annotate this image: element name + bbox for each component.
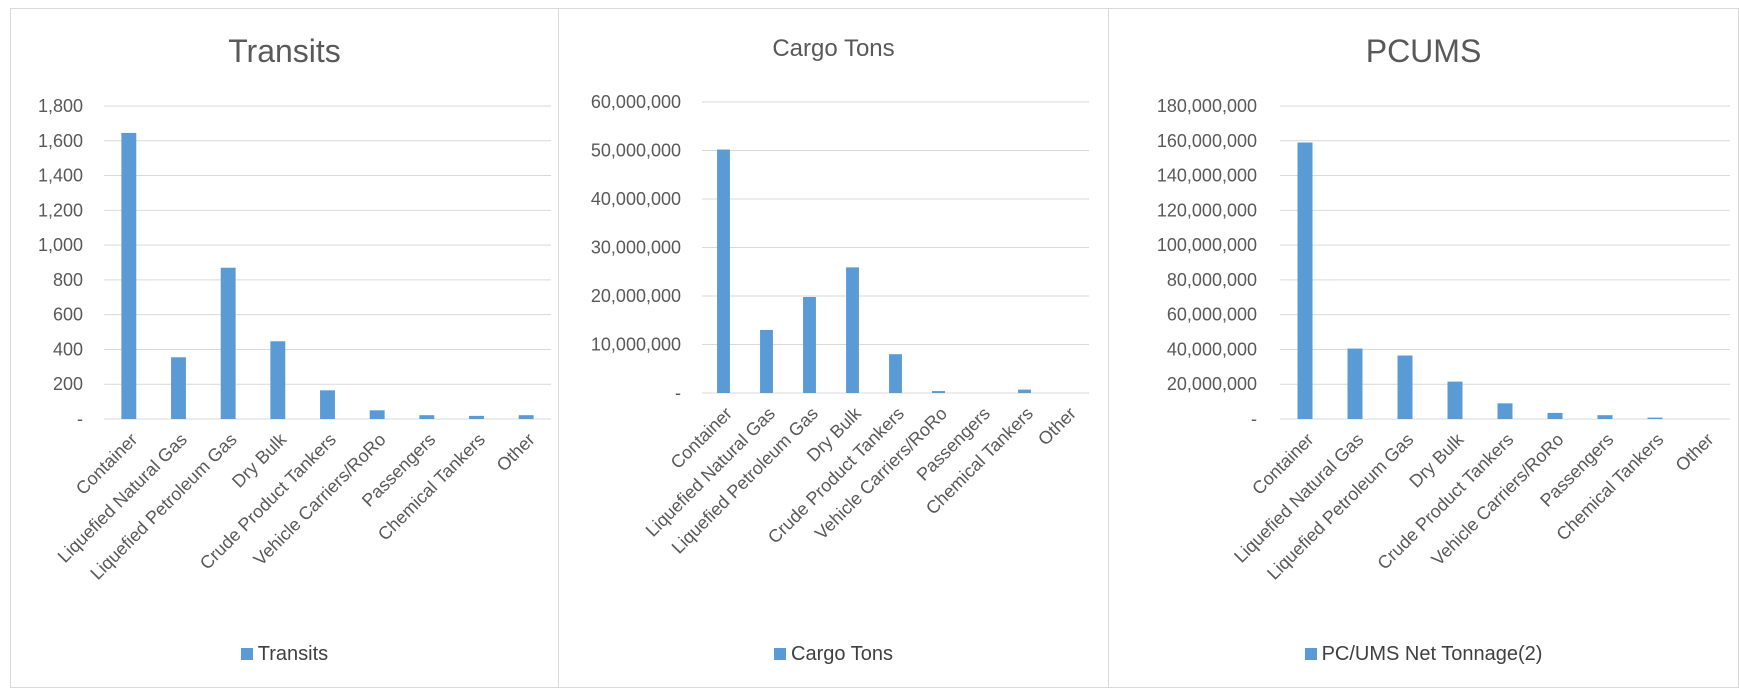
chart-title: PCUMS [1365, 33, 1482, 69]
bar [369, 410, 385, 419]
y-tick-label: - [675, 383, 681, 403]
bar [121, 132, 137, 420]
bar [1547, 412, 1563, 419]
legend-label: Transits [257, 643, 329, 665]
chart-title: Transits [228, 33, 341, 69]
chart-panel-cargo-tons: Cargo Tons - 10,000,000 20,000,000 30,000,0… [558, 8, 1109, 688]
y-tick-label: 50,000,000 [591, 141, 681, 161]
legend-swatch [1304, 647, 1317, 660]
legend-swatch [240, 647, 253, 660]
transits-chart: -2004006008001,0001,2001,4001,6001,800Co… [38, 96, 551, 584]
chart-title: Cargo Tons [772, 35, 895, 62]
y-tick-label: 160,000,000 [1157, 131, 1257, 151]
y-tick-label: 180,000,000 [1157, 96, 1257, 116]
chart-legend: Cargo Tons [559, 643, 1108, 666]
y-tick-label: 800 [53, 270, 83, 290]
bar [320, 390, 335, 419]
bar [1447, 381, 1463, 419]
bar [1647, 417, 1663, 419]
y-tick-label: 10,000,000 [591, 335, 681, 355]
legend-swatch [774, 647, 787, 660]
y-tick-label: 30,000,000 [591, 238, 681, 258]
y-tick-label: 20,000,000 [591, 286, 681, 306]
bar [932, 391, 945, 393]
y-tick-label: 60,000,000 [591, 92, 681, 112]
y-tick-label: 1,800 [38, 96, 83, 116]
y-tick-label: 1,200 [38, 200, 83, 220]
bar [1297, 142, 1313, 419]
bar [1597, 415, 1613, 419]
bar [717, 149, 730, 393]
bar [469, 415, 484, 419]
bar [419, 415, 435, 419]
chart-legend: Transits [11, 643, 558, 666]
y-tick-label: 400 [53, 339, 83, 359]
bar [1018, 389, 1031, 393]
chart-panel-transits: Transits - 200 400 600 800 1,000 1,200 1,400 1,6… [10, 8, 559, 688]
bar [1497, 403, 1513, 419]
y-tick-label: 200 [53, 374, 83, 394]
x-tick-label: Other [1034, 403, 1080, 449]
bar [1347, 348, 1363, 419]
cargo-tons-chart: - 10,000,000 20,000,000 30,000,000 40,000,00… [591, 92, 1089, 558]
bar [171, 357, 186, 419]
chart-legend: PC/UMS Net Tonnage(2) [1109, 643, 1738, 666]
bar [518, 415, 534, 419]
y-tick-label: 1,000 [38, 235, 83, 255]
y-tick-label: - [77, 409, 83, 429]
x-tick-label: Other [1672, 429, 1718, 475]
bar [1397, 355, 1413, 419]
chart-panel-pcums: PCUMS - 20,000,000 40,000,000 60,000,000 80,… [1108, 8, 1739, 688]
y-tick-label: - [1251, 409, 1257, 429]
x-tick-label: Other [493, 429, 539, 475]
y-tick-label: 20,000,000 [1167, 374, 1257, 394]
y-tick-label: 60,000,000 [1167, 305, 1257, 325]
y-tick-label: 40,000,000 [591, 189, 681, 209]
y-tick-label: 100,000,000 [1157, 235, 1257, 255]
y-tick-label: 120,000,000 [1157, 200, 1257, 220]
bar [803, 296, 816, 393]
legend-label: Cargo Tons [791, 643, 893, 665]
y-tick-label: 1,600 [38, 131, 83, 151]
y-tick-label: 40,000,000 [1167, 339, 1257, 359]
bar [220, 267, 236, 419]
y-tick-label: 1,400 [38, 166, 83, 186]
bar [846, 267, 859, 393]
legend-label: PC/UMS Net Tonnage(2) [1321, 643, 1543, 665]
y-tick-label: 80,000,000 [1167, 270, 1257, 290]
y-tick-label: 600 [53, 305, 83, 325]
bar [270, 341, 286, 419]
bar [889, 354, 902, 393]
bar [760, 329, 773, 393]
y-tick-label: 140,000,000 [1157, 166, 1257, 186]
pcums-chart: - 20,000,000 40,000,000 60,000,000 80,000,00… [1157, 96, 1730, 584]
